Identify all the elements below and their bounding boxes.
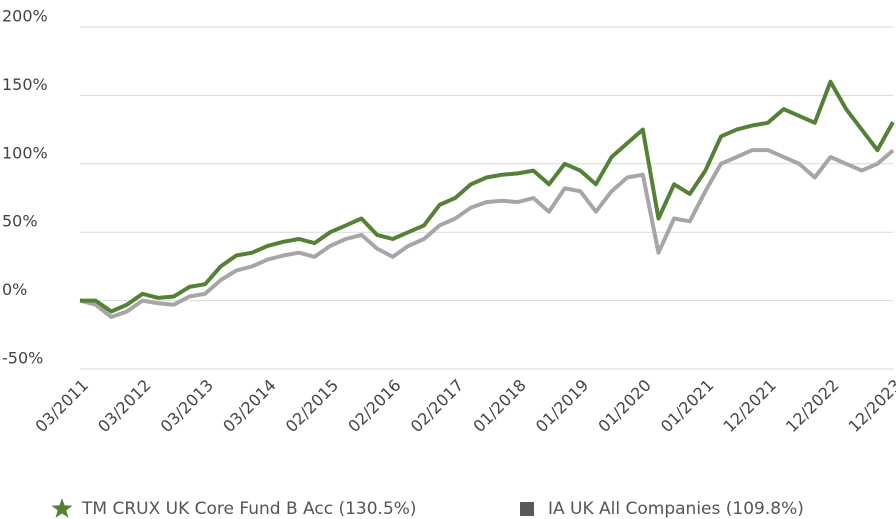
y-tick-label: 150%	[2, 75, 48, 94]
series-line	[80, 79, 895, 314]
x-tick-label: 01/2019	[532, 376, 592, 436]
x-tick-label: 03/2012	[94, 376, 154, 436]
x-tick-label: 01/2020	[594, 376, 654, 436]
x-tick-label: 03/2011	[32, 376, 92, 436]
y-tick-label: 100%	[2, 143, 48, 162]
y-tick-label: 200%	[2, 7, 48, 26]
x-tick-label: 12/2023	[845, 376, 896, 436]
x-tick-label: 03/2013	[157, 376, 217, 436]
legend-marker	[520, 502, 534, 516]
legend-marker	[51, 498, 73, 518]
legend-label: IA UK All Companies (109.8%)	[548, 499, 804, 519]
x-tick-label: 03/2014	[219, 376, 279, 436]
x-tick-label: 02/2017	[407, 376, 467, 436]
series-line	[79, 148, 895, 319]
y-tick-label: 0%	[2, 280, 27, 299]
y-tick-label: -50%	[2, 349, 43, 368]
x-tick-label: 02/2016	[344, 376, 404, 436]
x-tick-label: 02/2015	[282, 376, 342, 436]
y-tick-label: 50%	[2, 212, 38, 231]
x-tick-label: 01/2018	[469, 376, 529, 436]
x-tick-label: 01/2021	[657, 376, 717, 436]
x-tick-label: 12/2022	[782, 376, 842, 436]
legend-label: TM CRUX UK Core Fund B Acc (130.5%)	[81, 499, 417, 519]
x-tick-label: 12/2021	[719, 376, 779, 436]
